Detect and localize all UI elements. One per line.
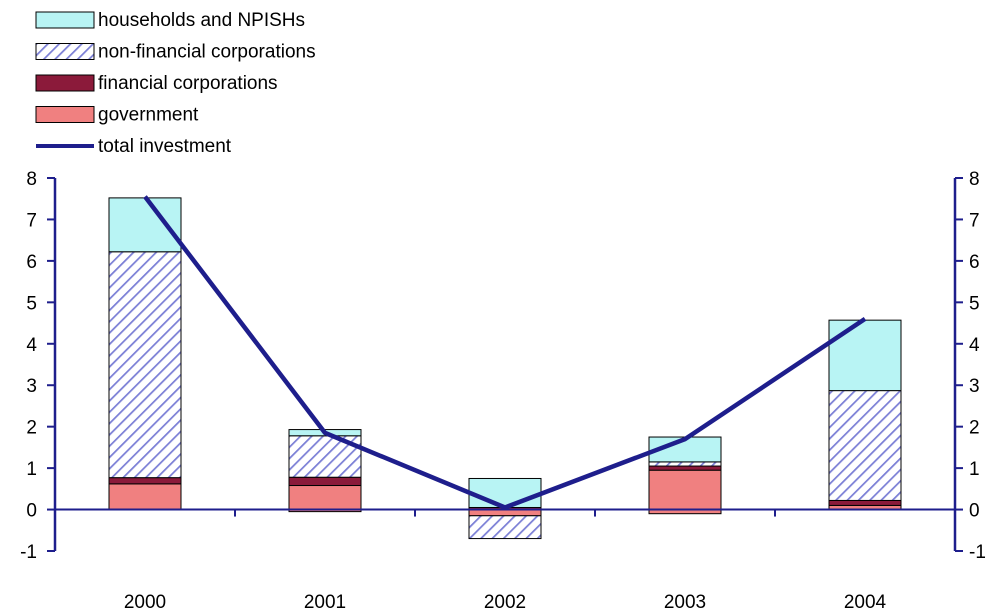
y-tick-label-left-8: 8 — [26, 169, 37, 190]
line-total-investment — [143, 195, 867, 510]
bar-financial-2000 — [108, 477, 182, 485]
y-tick-label-right-5: 5 — [969, 293, 980, 314]
bar-financial-2001 — [288, 476, 362, 487]
bar-nonfinancial-2003 — [648, 461, 722, 467]
x-tick-label-2001: 2001 — [304, 592, 346, 612]
bar-nonfinancial-2002 — [468, 515, 542, 540]
y-tick-label-left-2: 2 — [26, 418, 37, 439]
legend-swatch-households-and-npishs — [35, 11, 95, 29]
y-tick-label-right--1: -1 — [969, 542, 986, 563]
y-tick-label-left-5: 5 — [26, 293, 37, 314]
x-tick-label-2000: 2000 — [124, 592, 166, 612]
legend-swatch-non-financial-corporations — [35, 43, 95, 60]
y-tick-label-left-0: 0 — [26, 501, 37, 522]
y-tick-label-right-1: 1 — [969, 459, 980, 480]
y-tick-label-left-6: 6 — [26, 252, 37, 273]
x-tick-label-2003: 2003 — [664, 592, 706, 612]
bar-nonfinancial-2004 — [828, 390, 902, 501]
legend: households and NPISHs non-financial corpo… — [35, 10, 316, 157]
y-tick-label-right-3: 3 — [969, 376, 980, 397]
bar-government-2003 — [648, 469, 722, 511]
legend-swatch-financial-corporations — [35, 74, 95, 92]
legend-label-non-financial-corporations: non-financial corporations — [98, 42, 316, 63]
bar-households-2000 — [108, 197, 182, 253]
y-tick-label-left-1: 1 — [26, 459, 37, 480]
legend-label-total-investment: total investment — [98, 136, 232, 157]
y-tick-label-right-0: 0 — [969, 501, 980, 522]
y-tick-label-left--1: -1 — [20, 542, 37, 563]
bar-households-2002 — [468, 477, 542, 508]
legend-label-government: government — [98, 105, 199, 126]
legend-swatch-government — [35, 106, 95, 123]
bar-households-2004 — [828, 319, 902, 392]
x-tick-label-2002: 2002 — [484, 592, 526, 612]
y-tick-label-left-7: 7 — [26, 210, 37, 231]
y-tick-label-right-6: 6 — [969, 252, 980, 273]
bar-nonfinancial-2000 — [108, 251, 182, 479]
bar-government-2001 — [288, 485, 362, 511]
y-tick-label-left-4: 4 — [26, 335, 37, 356]
bar-government-2000 — [108, 483, 182, 511]
y-tick-label-left-3: 3 — [26, 376, 37, 397]
bar-group-2004 — [828, 319, 902, 511]
x-tick-label-2004: 2004 — [844, 592, 887, 612]
line-layer — [143, 195, 867, 510]
bar-financial-2004 — [828, 499, 902, 506]
y-tick-label-right-2: 2 — [969, 418, 980, 439]
bars — [108, 197, 902, 540]
y-tick-label-right-4: 4 — [969, 335, 980, 356]
y-tick-label-right-7: 7 — [969, 210, 980, 231]
axes: 8 7 6 5 4 3 2 1 0 -1 8 7 6 5 4 3 2 1 0 -1 2000 2001 2002 2003 20… — [20, 169, 986, 612]
y-tick-label-right-8: 8 — [969, 169, 980, 190]
legend-label-households-and-npishs: households and NPISHs — [98, 10, 305, 31]
bar-group-2000 — [108, 197, 182, 511]
bar-financial-2003 — [648, 465, 722, 471]
legend-label-financial-corporations: financial corporations — [98, 73, 278, 94]
